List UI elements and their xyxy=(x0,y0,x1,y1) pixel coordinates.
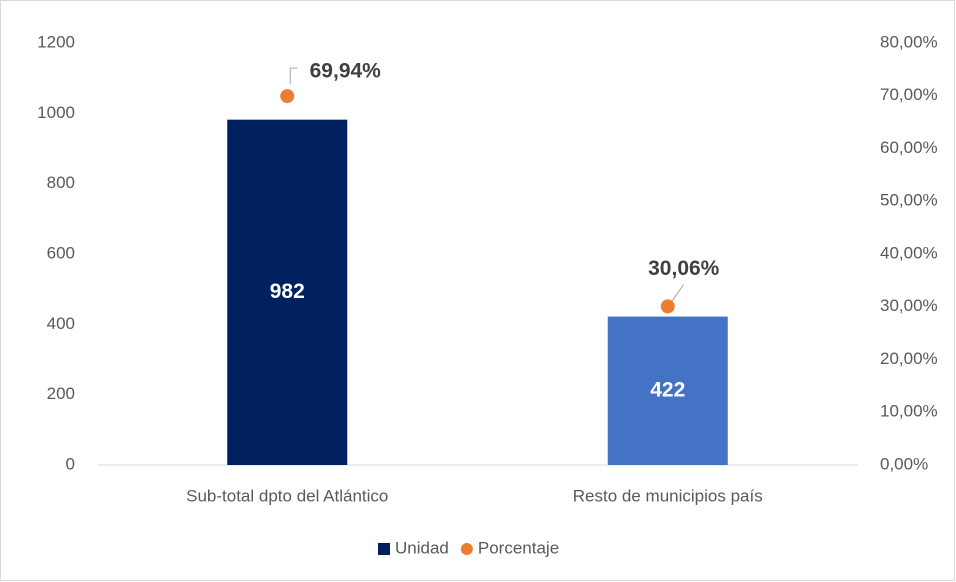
bar-value-label: 982 xyxy=(270,280,305,303)
leader-line xyxy=(289,67,298,85)
x-tick-label: Sub-total dpto del Atlántico xyxy=(186,486,388,505)
y-tick-label: 1000 xyxy=(37,103,75,122)
y2-tick-label: 10,00% xyxy=(880,402,938,421)
y2-tick-label: 30,00% xyxy=(880,296,938,315)
leader-line xyxy=(671,284,685,302)
y2-tick-label: 70,00% xyxy=(880,85,938,104)
y2-tick-label: 20,00% xyxy=(880,349,938,368)
legend-marker xyxy=(460,543,473,555)
y-tick-label: 400 xyxy=(47,314,75,333)
y-tick-label: 1200 xyxy=(37,32,75,51)
y2-tick-label: 0,00% xyxy=(880,454,928,473)
legend-label: Unidad xyxy=(395,538,449,557)
y2-tick-label: 50,00% xyxy=(880,191,938,210)
point xyxy=(660,299,675,314)
point-value-label: 30,06% xyxy=(648,257,720,280)
bar xyxy=(227,119,348,465)
y-tick-label: 0 xyxy=(66,454,75,473)
legend-marker xyxy=(378,543,390,555)
bar-value-label: 422 xyxy=(650,378,685,401)
y2-tick-label: 80,00% xyxy=(880,32,938,51)
y-tick-label: 600 xyxy=(47,243,75,262)
legend-label: Porcentaje xyxy=(478,538,559,557)
x-tick-label: Resto de municipios país xyxy=(573,486,763,505)
y-tick-label: 800 xyxy=(47,173,75,192)
bar xyxy=(607,316,728,465)
point-value-label: 69,94% xyxy=(310,60,382,83)
point xyxy=(280,89,295,104)
y2-tick-label: 40,00% xyxy=(880,243,938,262)
y2-tick-label: 60,00% xyxy=(880,138,938,157)
y-tick-label: 200 xyxy=(47,384,75,403)
